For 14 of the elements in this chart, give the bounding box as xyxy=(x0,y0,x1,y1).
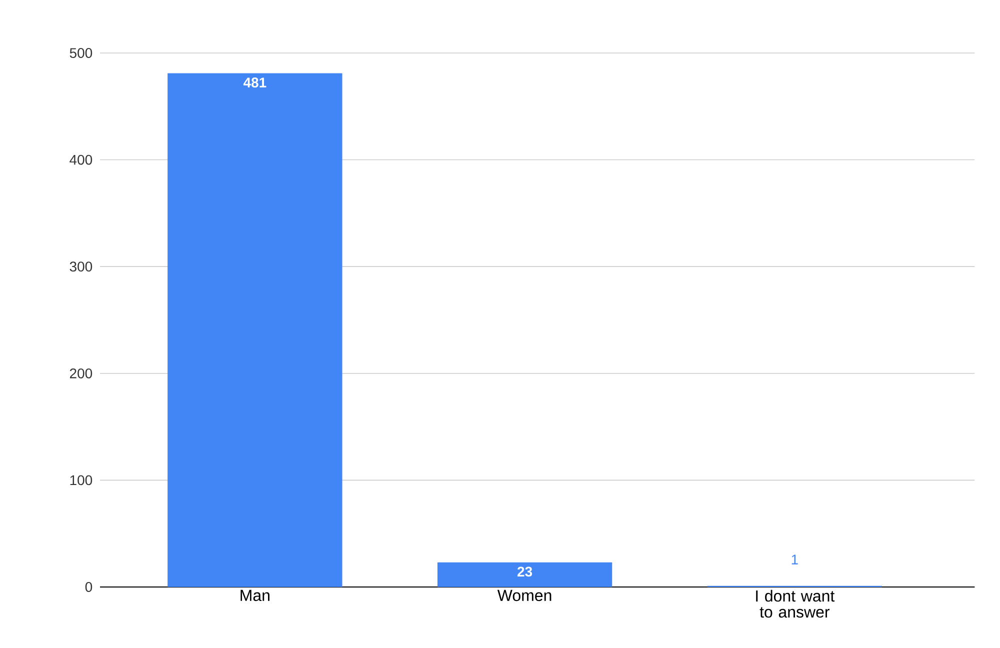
y-tick-label: 400 xyxy=(70,154,92,165)
y-tick-label: 500 xyxy=(70,48,92,58)
x-tick-label: I dont want to answer xyxy=(756,590,835,618)
bar xyxy=(437,562,612,587)
bar xyxy=(168,73,342,587)
data-label: 481 xyxy=(243,78,266,88)
data-label: 23 xyxy=(517,566,532,577)
y-tick-label: 200 xyxy=(70,368,92,378)
data-label: 1 xyxy=(792,554,798,564)
y-tick-label: 100 xyxy=(70,475,92,486)
x-tick-label: Women xyxy=(497,590,552,602)
y-tick-label: 300 xyxy=(70,262,92,272)
y-tick-label: 0 xyxy=(85,582,92,592)
x-tick-label: Man xyxy=(240,590,270,602)
